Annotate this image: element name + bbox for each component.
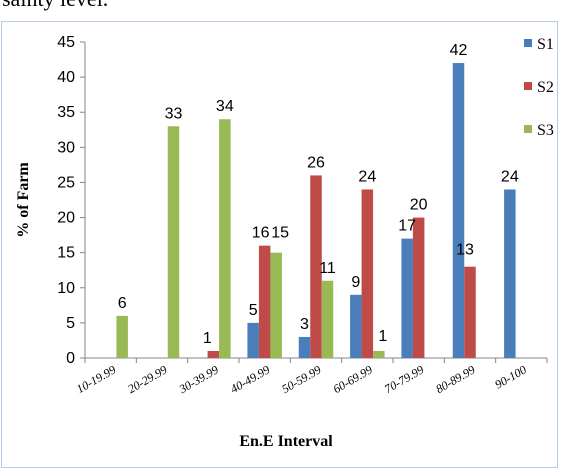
legend-swatch-s3: [524, 125, 532, 133]
legend-label-s2: S2: [537, 79, 554, 96]
x-tick-label: 70-79.99: [382, 362, 426, 396]
y-tick-label: 35: [57, 104, 75, 121]
data-label-s2: 13: [456, 242, 474, 259]
data-label-s2: 24: [358, 168, 376, 185]
bar-s2: [361, 189, 374, 358]
bar-s2: [310, 175, 322, 358]
x-tick-label: 10-19.99: [74, 362, 118, 396]
bar-s3: [219, 119, 231, 358]
data-label-s1: 17: [398, 218, 416, 235]
bar-s3: [270, 252, 282, 358]
data-label-s2: 1: [203, 330, 212, 347]
bar-s1: [452, 63, 465, 359]
x-tick-label: 40-49.99: [228, 362, 272, 396]
y-tick-label: 15: [57, 245, 75, 262]
data-label-s1: 24: [501, 168, 519, 185]
x-tick-label: 60-69.99: [331, 362, 375, 396]
legend-swatch-s2: [524, 82, 532, 90]
y-tick-label: 25: [57, 174, 75, 191]
data-label-s2: 26: [307, 154, 325, 171]
x-tick-label: 30-39.99: [176, 362, 221, 396]
y-tick-label: 20: [57, 210, 75, 227]
legend-label-s3: S3: [537, 122, 554, 139]
y-tick-label: 45: [57, 34, 75, 51]
top-caption-text: sainty level.: [2, 0, 108, 12]
bar-s1: [247, 322, 259, 358]
x-tick-label: 50-59.99: [279, 362, 323, 396]
x-axis: 10-19.99 20-29.99 30-39.99 40-49.99 50-59.99…: [74, 357, 548, 397]
y-axis: 0 5 10 15 20 25 30 35 40 45: [57, 34, 86, 367]
bar-s1: [298, 336, 311, 358]
bar-s3: [116, 315, 128, 358]
data-label-s1: 9: [351, 274, 360, 291]
bar-s3: [373, 350, 385, 358]
y-tick-label: 30: [57, 139, 75, 156]
y-tick-label: 0: [66, 350, 75, 367]
legend-label-s1: S1: [537, 36, 554, 53]
bars: [116, 63, 516, 359]
data-label-s3: 34: [216, 98, 234, 115]
legend-swatch-s1: [524, 39, 532, 47]
bar-s1: [401, 238, 413, 358]
data-label-s3: 6: [118, 295, 127, 312]
bar-s2: [464, 266, 476, 358]
bar-s2: [258, 245, 271, 358]
x-axis-title: En.E Interval: [239, 433, 333, 450]
data-label-s3: 33: [165, 105, 183, 122]
data-label-s1: 5: [249, 302, 258, 319]
data-label-s2: 16: [252, 225, 270, 242]
y-tick-label: 5: [66, 315, 75, 332]
bar-s2: [412, 217, 425, 358]
data-label-s1: 3: [300, 316, 309, 333]
bar-s1: [350, 294, 362, 358]
y-axis-title: % of Farm: [15, 162, 32, 238]
x-tick-label: 20-29.99: [125, 362, 169, 396]
data-label-s3: 11: [319, 260, 336, 277]
bar-s1: [504, 189, 516, 358]
data-label-s3: 15: [271, 225, 289, 242]
x-tick-label: 80-89.99: [433, 362, 477, 396]
bar-s2: [207, 350, 220, 358]
bar-s3: [167, 126, 180, 359]
x-tick-label: 90-100: [492, 362, 528, 391]
y-tick-label: 40: [57, 69, 75, 86]
y-tick-label: 10: [57, 280, 75, 297]
legend: S1 S2 S3: [524, 36, 554, 139]
bar-s3: [321, 280, 334, 358]
data-label-s1: 42: [450, 42, 468, 59]
chart-frame: [1, 21, 558, 468]
data-label-s3: 1: [378, 328, 387, 345]
data-label-s2: 20: [410, 197, 428, 214]
